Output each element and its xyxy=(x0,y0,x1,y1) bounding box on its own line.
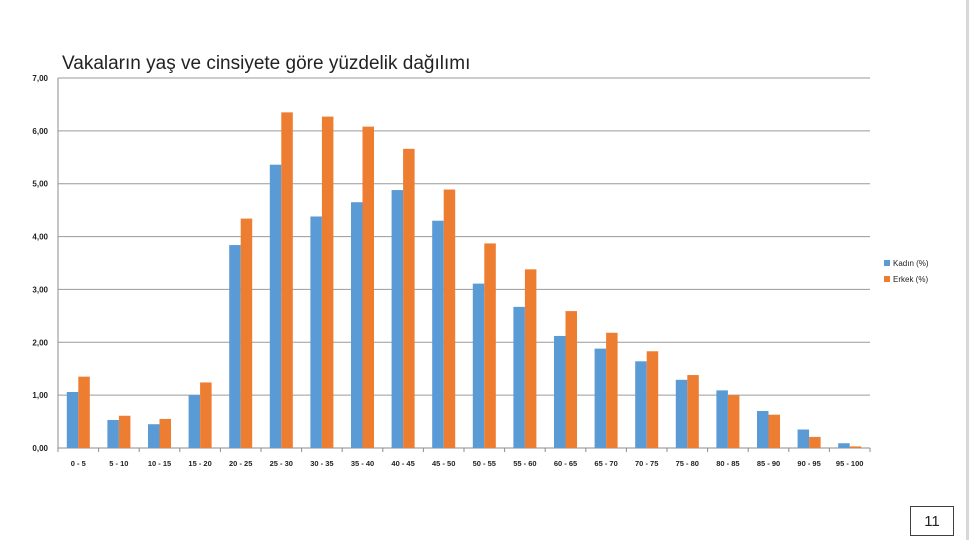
x-tick-label: 65 - 70 xyxy=(594,459,617,468)
bar-erkek xyxy=(281,112,293,448)
bar-kadin xyxy=(432,220,444,448)
bar-kadin xyxy=(716,390,728,448)
bar-erkek xyxy=(484,243,496,448)
legend-item-kadin: Kadın (%) xyxy=(884,255,929,271)
legend-item-erkek: Erkek (%) xyxy=(884,271,929,287)
bar-erkek xyxy=(524,269,537,448)
y-tick-label: 7,00 xyxy=(32,74,48,83)
bar-erkek xyxy=(687,375,699,448)
bar-kadin xyxy=(66,391,79,448)
bar-erkek xyxy=(78,376,90,448)
y-tick-label: 5,00 xyxy=(32,180,48,189)
legend-label-kadin: Kadın (%) xyxy=(893,258,929,268)
bar-erkek xyxy=(200,382,212,448)
x-tick-label: 55 - 60 xyxy=(513,459,536,468)
bar-erkek xyxy=(849,446,862,448)
chart-legend: Kadın (%) Erkek (%) xyxy=(884,255,929,287)
x-tick-label: 35 - 40 xyxy=(351,459,374,468)
bar-kadin xyxy=(513,306,525,448)
y-tick-label: 4,00 xyxy=(32,233,48,242)
y-tick-label: 1,00 xyxy=(32,391,48,400)
bar-erkek xyxy=(809,436,821,448)
bar-erkek xyxy=(321,116,334,448)
x-tick-label: 50 - 55 xyxy=(473,459,496,468)
bar-erkek xyxy=(403,148,415,449)
bar-erkek xyxy=(362,126,374,448)
bar-kadin xyxy=(472,283,485,448)
bar-erkek xyxy=(159,418,171,448)
bar-erkek xyxy=(118,415,131,448)
slide-right-border xyxy=(966,0,969,540)
bar-erkek xyxy=(240,218,253,448)
bar-erkek xyxy=(646,351,659,448)
y-tick-label: 6,00 xyxy=(32,127,48,136)
bar-erkek xyxy=(606,332,618,448)
legend-swatch-kadin xyxy=(884,260,890,266)
x-tick-label: 30 - 35 xyxy=(310,459,333,468)
bar-kadin xyxy=(391,190,404,449)
chart-title: Vakaların yaş ve cinsiyete göre yüzdelik… xyxy=(62,53,471,74)
bar-erkek xyxy=(565,311,577,448)
bar-erkek xyxy=(768,414,780,448)
x-tick-label: 75 - 80 xyxy=(676,459,699,468)
y-tick-label: 0,00 xyxy=(32,444,48,453)
page-number: 11 xyxy=(910,506,954,536)
bar-kadin xyxy=(797,429,810,448)
bar-kadin xyxy=(351,202,363,448)
legend-label-erkek: Erkek (%) xyxy=(893,274,929,284)
bar-kadin xyxy=(229,245,241,448)
y-tick-label: 3,00 xyxy=(32,285,48,294)
x-tick-label: 80 - 85 xyxy=(716,459,739,468)
bar-kadin xyxy=(107,419,119,448)
bar-kadin xyxy=(757,411,769,448)
bar-kadin xyxy=(635,361,647,448)
legend-swatch-erkek xyxy=(884,276,890,282)
x-tick-label: 90 - 95 xyxy=(797,459,820,468)
bar-kadin xyxy=(310,216,322,448)
bar-kadin xyxy=(188,395,201,448)
x-tick-label: 0 - 5 xyxy=(71,459,86,468)
x-tick-label: 60 - 65 xyxy=(554,459,577,468)
x-tick-label: 20 - 25 xyxy=(229,459,252,468)
x-tick-label: 70 - 75 xyxy=(635,459,658,468)
bar-kadin xyxy=(838,443,850,448)
bar-kadin xyxy=(269,164,282,448)
x-tick-label: 40 - 45 xyxy=(391,459,414,468)
x-tick-label: 95 - 100 xyxy=(836,459,864,468)
bar-kadin xyxy=(675,379,688,448)
y-tick-label: 2,00 xyxy=(32,338,48,347)
x-tick-label: 15 - 20 xyxy=(188,459,211,468)
x-tick-label: 85 - 90 xyxy=(757,459,780,468)
x-tick-label: 45 - 50 xyxy=(432,459,455,468)
bar-kadin xyxy=(594,348,607,448)
bar-kadin xyxy=(554,335,566,448)
bar-kadin xyxy=(148,424,160,448)
bar-erkek xyxy=(443,189,456,448)
bar-erkek xyxy=(727,395,740,448)
x-tick-label: 10 - 15 xyxy=(148,459,171,468)
x-tick-label: 25 - 30 xyxy=(270,459,293,468)
x-tick-label: 5 - 10 xyxy=(109,459,128,468)
